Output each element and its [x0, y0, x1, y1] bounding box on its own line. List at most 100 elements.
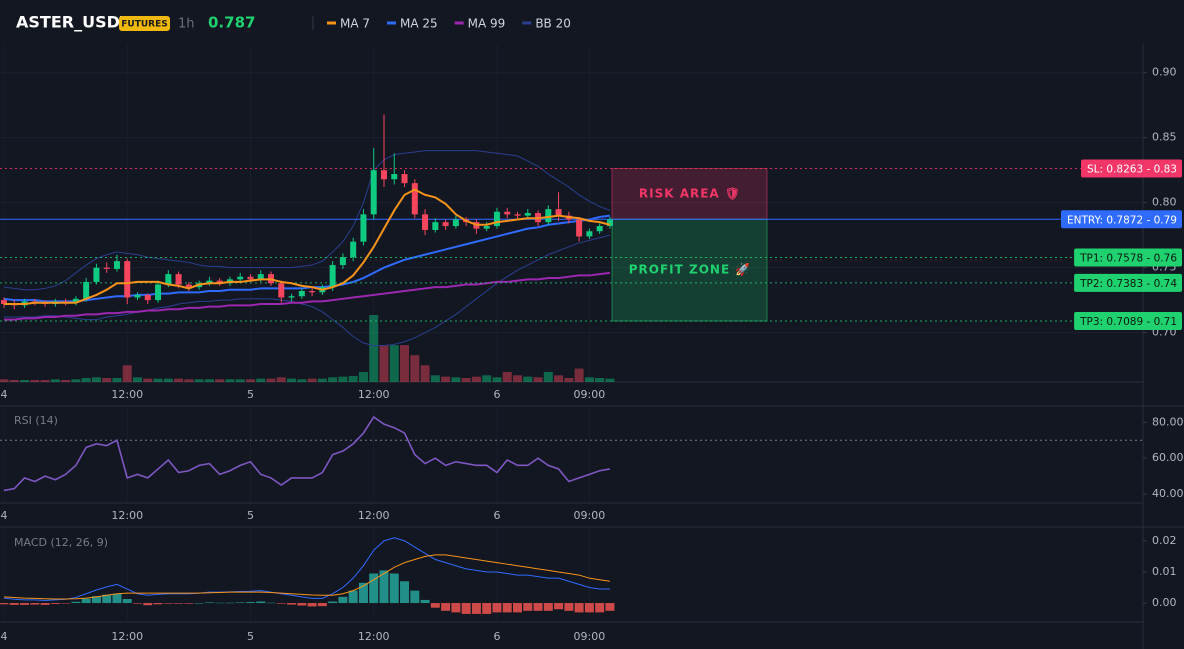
x-tick-label: 4 — [1, 630, 8, 643]
zone — [611, 218, 768, 322]
histogram-bar — [215, 602, 225, 604]
rsi-line — [3, 415, 611, 492]
histogram-bar — [153, 603, 163, 605]
histogram-bar — [61, 603, 71, 604]
volume-bar — [379, 345, 389, 382]
candle-body — [391, 174, 398, 180]
candle-body — [401, 174, 408, 184]
histogram-bar — [307, 603, 317, 607]
volume-bar — [605, 378, 615, 382]
histogram-bar — [451, 603, 461, 613]
candle-body — [134, 294, 141, 298]
histogram-bar — [91, 596, 101, 604]
level-label-bg — [1074, 312, 1182, 331]
histogram-bar — [513, 603, 522, 613]
volume-bar — [112, 377, 122, 382]
level-label: TP1: 0.7578 - 0.76 — [1079, 252, 1177, 264]
histogram-bar — [122, 599, 132, 604]
histogram-bar — [564, 603, 574, 611]
histogram-bar — [492, 603, 502, 613]
macd-line — [3, 537, 610, 602]
x-tick-label: 5 — [247, 388, 254, 401]
y-tick-label: 0.02 — [1152, 534, 1177, 547]
x-tick-label: 6 — [493, 388, 500, 401]
volume-bar — [204, 379, 214, 382]
candle-body — [124, 261, 131, 298]
histogram-bar — [523, 603, 533, 611]
candle-body — [432, 222, 439, 230]
volume-bar — [287, 378, 297, 382]
candle-body — [442, 222, 449, 227]
volume-bar — [184, 379, 194, 382]
histogram-bar — [379, 570, 389, 604]
level-label-bg — [1074, 273, 1182, 292]
histogram-bar — [266, 602, 276, 604]
y-tick-label: 0.80 — [1152, 196, 1177, 209]
histogram-bar — [245, 602, 255, 604]
legend-label: BB 20 — [535, 17, 571, 31]
panel-title: RSI (14) — [14, 414, 58, 427]
badge-bg — [119, 16, 170, 31]
histogram-bar — [328, 601, 338, 604]
volume-bar — [328, 377, 338, 382]
volume-bar — [81, 377, 91, 382]
volume-bar — [410, 355, 420, 382]
candle-body — [576, 219, 583, 237]
moving-average — [4, 188, 611, 306]
candle-body — [83, 281, 90, 299]
zone-label: PROFIT ZONE 🚀 — [629, 263, 752, 277]
level-label: TP2: 0.7383 - 0.74 — [1079, 278, 1177, 290]
histogram-bar — [235, 602, 245, 604]
interval: 1h — [178, 17, 195, 32]
histogram-bar — [287, 603, 297, 605]
y-tick-label: 40.00 — [1152, 487, 1184, 500]
volume-bar — [451, 377, 461, 382]
y-tick-label: 0.01 — [1152, 565, 1177, 578]
x-tick-label: 5 — [247, 509, 254, 522]
histogram-bar — [133, 603, 143, 604]
histogram-bar — [194, 603, 204, 604]
histogram-bar — [400, 581, 410, 604]
candle-body — [257, 274, 264, 280]
x-tick-label: 4 — [1, 388, 8, 401]
candle-body — [309, 291, 316, 293]
volume-bar — [564, 377, 574, 382]
candle-body — [216, 280, 223, 284]
histogram-bar — [543, 603, 553, 611]
x-tick-label: 09:00 — [574, 630, 606, 643]
candle-body — [483, 226, 490, 229]
candle-body — [493, 211, 500, 227]
volume-bar — [0, 379, 9, 382]
candle-body — [237, 276, 244, 280]
volume-bar — [266, 378, 276, 382]
histogram-bar — [574, 603, 584, 613]
y-tick-label: 0.85 — [1152, 131, 1177, 144]
candle-body — [545, 209, 552, 223]
volume-bar — [61, 379, 71, 382]
legend-label: MA 7 — [340, 17, 370, 31]
volume-bar — [225, 379, 235, 382]
x-tick-label: 6 — [493, 630, 500, 643]
volume-bar — [471, 376, 481, 382]
candle-body — [278, 283, 285, 298]
volume-bar — [574, 368, 584, 382]
candle-body — [185, 284, 192, 288]
candle-body — [1, 300, 7, 305]
panel-title: MACD (12, 26, 9) — [14, 536, 108, 549]
histogram-bar — [30, 603, 40, 605]
level-label: ENTRY: 0.7872 - 0.79 — [1067, 214, 1177, 226]
zone — [611, 167, 768, 220]
candle-body — [113, 261, 120, 269]
candle-body — [339, 257, 346, 266]
histogram-bar — [471, 603, 481, 614]
x-tick-label: 12:00 — [358, 630, 390, 643]
x-tick-label: 09:00 — [574, 388, 606, 401]
histogram-bar — [317, 603, 327, 607]
volume-bar — [256, 378, 266, 382]
y-tick-label: 60.00 — [1152, 451, 1184, 464]
symbol: ASTER_USDT — [16, 13, 131, 32]
legend-label: MA 25 — [400, 17, 438, 31]
histogram-bar — [20, 603, 30, 605]
volume-bar — [91, 377, 101, 382]
